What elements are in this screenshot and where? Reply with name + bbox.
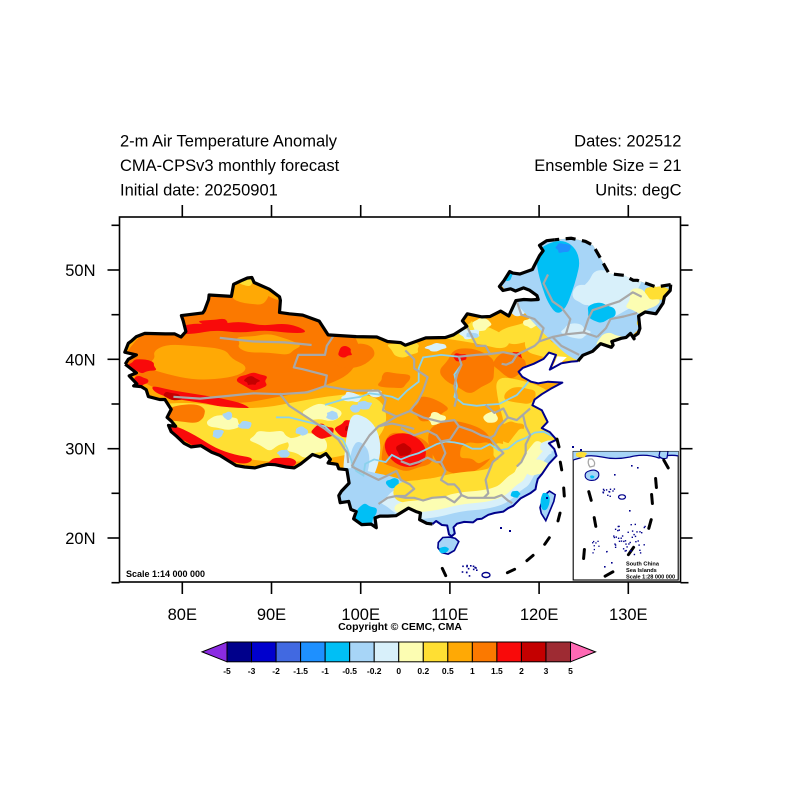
- svg-text:50N: 50N: [65, 262, 95, 280]
- svg-text:80E: 80E: [168, 606, 197, 624]
- svg-text:2: 2: [519, 666, 524, 676]
- svg-text:Scale 1:28 000 000: Scale 1:28 000 000: [626, 575, 675, 581]
- svg-text:-3: -3: [248, 666, 256, 676]
- svg-text:1: 1: [470, 666, 475, 676]
- svg-text:-0.2: -0.2: [367, 666, 382, 676]
- svg-text:110E: 110E: [431, 606, 468, 624]
- svg-text:Units: degC: Units: degC: [595, 182, 681, 200]
- svg-text:0.5: 0.5: [442, 666, 454, 676]
- svg-text:120E: 120E: [520, 606, 559, 624]
- svg-text:South China: South China: [626, 562, 660, 568]
- svg-text:5: 5: [568, 666, 573, 676]
- svg-text:-1: -1: [321, 666, 329, 676]
- svg-text:Sea Islands: Sea Islands: [626, 568, 657, 574]
- svg-text:2-m Air Temperature Anomaly: 2-m Air Temperature Anomaly: [120, 133, 338, 151]
- svg-text:-0.5: -0.5: [342, 666, 357, 676]
- svg-text:Dates: 202512: Dates: 202512: [574, 133, 681, 151]
- svg-text:100E: 100E: [341, 606, 380, 624]
- svg-text:-2: -2: [272, 666, 280, 676]
- svg-text:3: 3: [544, 666, 549, 676]
- svg-text:Copyright © CEMC, CMA: Copyright © CEMC, CMA: [338, 621, 462, 633]
- svg-text:Ensemble Size = 21: Ensemble Size = 21: [534, 157, 681, 175]
- svg-text:-5: -5: [223, 666, 231, 676]
- svg-text:130E: 130E: [609, 606, 648, 624]
- svg-text:20N: 20N: [65, 530, 95, 548]
- svg-text:CMA-CPSv3 monthly forecast: CMA-CPSv3 monthly forecast: [120, 157, 340, 175]
- svg-text:30N: 30N: [65, 441, 95, 459]
- svg-text:1.5: 1.5: [491, 666, 503, 676]
- svg-text:Initial date: 20250901: Initial date: 20250901: [120, 182, 278, 200]
- svg-text:0: 0: [396, 666, 401, 676]
- svg-text:-1.5: -1.5: [293, 666, 308, 676]
- svg-text:Scale 1:14 000 000: Scale 1:14 000 000: [126, 569, 205, 579]
- svg-text:0.2: 0.2: [417, 666, 429, 676]
- svg-text:40N: 40N: [65, 351, 95, 369]
- svg-text:90E: 90E: [257, 606, 286, 624]
